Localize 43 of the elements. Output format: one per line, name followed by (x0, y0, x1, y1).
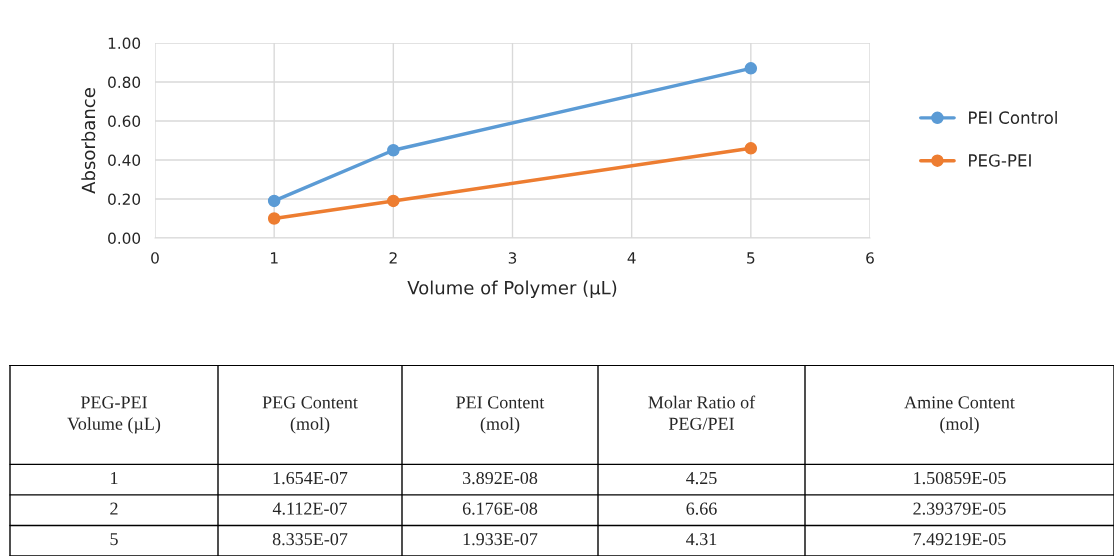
x-tick-label: 3 (508, 252, 517, 264)
point (744, 142, 758, 155)
text: 1.50859E-05 (914, 471, 1006, 485)
x-tick-label: 1 (270, 252, 278, 264)
legend-label: PEG-PEI (969, 154, 1031, 167)
text: 1.933E-07 (463, 533, 538, 546)
x-tick-label: 0 (151, 252, 159, 264)
legend-label: PEI Control (969, 111, 1057, 124)
category-label: PEG Content (mol) (262, 396, 358, 434)
text: 2 (110, 502, 118, 515)
text: 4.31 (686, 533, 717, 546)
text: 1 (111, 472, 118, 484)
text: 7.49219E-05 (913, 533, 1006, 546)
text: 4.25 (686, 471, 717, 485)
text: 1.654E-07 (273, 471, 348, 485)
x-tick-label: 5 (747, 252, 755, 264)
y-tick-label: 1.00 (108, 37, 141, 50)
y-tick-label: 0.40 (108, 154, 141, 167)
x-tick-label: 6 (866, 252, 874, 264)
point (387, 143, 400, 157)
text: 8.335E-07 (272, 533, 348, 546)
point (387, 194, 400, 208)
text: 5 (110, 533, 118, 546)
point (267, 194, 281, 208)
category-label: Molar Ratio of PEG/PEI (648, 395, 756, 430)
text: 2.39379E-05 (913, 502, 1006, 515)
point (744, 62, 758, 75)
category-label: Amine Content (mol) (904, 396, 1015, 434)
category-label: PEI Content (mol) (456, 396, 545, 434)
y-tick-label: 0.00 (108, 232, 141, 245)
y-tick-label: 0.60 (108, 115, 141, 128)
text: 6.66 (686, 502, 717, 515)
y-tick-label: 0.20 (108, 193, 141, 206)
y-tick-label: 0.80 (108, 76, 141, 89)
text: 4.112E-07 (272, 502, 347, 515)
text: 3.892E-08 (463, 471, 538, 485)
point (267, 212, 281, 225)
text: 6.176E-08 (462, 502, 538, 515)
x-tick-label: 4 (627, 252, 636, 264)
y-axis-title: Absorbance (81, 88, 96, 194)
category-label: PEG-PEI Volume (µL) (67, 396, 161, 434)
x-tick-label: 2 (389, 252, 397, 264)
x-axis-title: Volume of Polymer (µL) (407, 280, 617, 299)
